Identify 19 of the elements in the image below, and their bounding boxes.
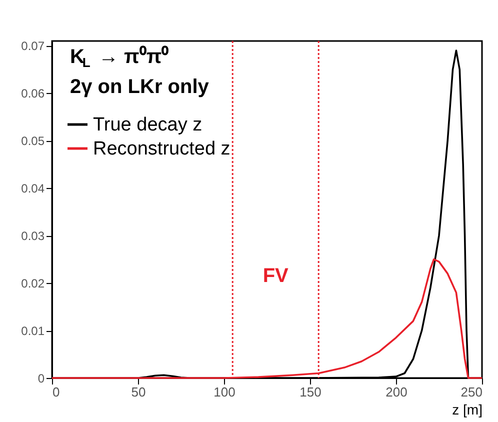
x-tick-label: 250 — [460, 384, 482, 400]
x-tick-label: 100 — [214, 384, 236, 400]
legend-label: Reconstructed z — [93, 138, 230, 160]
x-tick-label: 200 — [386, 384, 408, 400]
legend-label: True decay z — [93, 114, 202, 136]
y-tick-label: 0.04 — [21, 182, 45, 196]
y-tick-label: 0 — [38, 372, 45, 386]
y-tick-label: 0.07 — [21, 39, 45, 54]
x-tick-label: 150 — [300, 384, 322, 400]
x-tick-label: 50 — [131, 384, 146, 400]
x-axis-title: z [m] — [452, 402, 482, 418]
y-tick-label: 0.05 — [21, 134, 45, 148]
annotation: FV — [262, 265, 290, 287]
annotation: 2γ on LKr only — [70, 76, 210, 98]
y-tick-label: 0.03 — [21, 229, 45, 244]
y-tick-label: 0.01 — [21, 324, 45, 338]
y-tick-label: 0.02 — [21, 276, 45, 291]
y-tick-label: 0.06 — [21, 86, 45, 101]
x-tick-label: 0 — [52, 384, 60, 400]
